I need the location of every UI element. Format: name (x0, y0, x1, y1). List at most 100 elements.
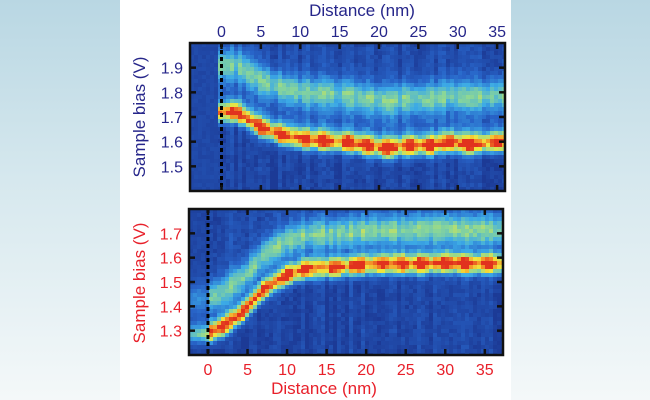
heatmap-cell (470, 159, 474, 163)
heatmap-cell (358, 163, 362, 167)
heatmap-cell (434, 59, 438, 63)
heatmap-cell (289, 313, 293, 317)
heatmap-cell (273, 349, 277, 353)
heatmap-cell (230, 135, 234, 139)
heatmap-cell (318, 123, 322, 127)
heatmap-cell (294, 119, 298, 123)
heatmap-cell (366, 155, 370, 159)
heatmap-cell (382, 147, 386, 151)
heatmap-cell (306, 175, 310, 179)
heatmap-cell (382, 175, 386, 179)
heatmap-cell (290, 179, 294, 183)
heatmap-cell (337, 301, 341, 305)
heatmap-cell (362, 151, 366, 155)
heatmap-cell (398, 99, 402, 103)
heatmap-cell (450, 111, 454, 115)
heatmap-cell (258, 147, 262, 151)
heatmap-cell (389, 345, 393, 349)
heatmap-cell (426, 151, 430, 155)
heatmap-cell (286, 119, 290, 123)
heatmap-cell (262, 155, 266, 159)
heatmap-cell (369, 237, 373, 241)
heatmap-cell (270, 115, 274, 119)
heatmap-cell (458, 131, 462, 135)
heatmap-cell (414, 139, 418, 143)
heatmap-cell (466, 63, 470, 67)
heatmap-cell (354, 75, 358, 79)
heatmap-cell (374, 103, 378, 107)
heatmap-cell (297, 285, 301, 289)
heatmap-cell (502, 131, 505, 135)
heatmap-cell (405, 281, 409, 285)
heatmap-cell (426, 55, 430, 59)
heatmap-cell (297, 329, 301, 333)
heatmap-cell (458, 171, 462, 175)
heatmap-cell (242, 55, 246, 59)
heatmap-cell (374, 63, 378, 67)
heatmap-cell (281, 249, 285, 253)
heatmap-cell (406, 83, 410, 87)
heatmap-cell (370, 71, 374, 75)
heatmap-cell (349, 265, 353, 269)
heatmap-cell (369, 273, 373, 277)
heatmap-cell (405, 253, 409, 257)
heatmap-cell (250, 67, 254, 71)
heatmap-cell (206, 163, 210, 167)
heatmap-cell (286, 55, 290, 59)
heatmap-cell (189, 285, 193, 289)
heatmap-cell (346, 143, 350, 147)
heatmap-cell (406, 155, 410, 159)
heatmap-cell (302, 67, 306, 71)
heatmap-cell (342, 79, 346, 83)
heatmap-cell (274, 155, 278, 159)
heatmap-cell (290, 155, 294, 159)
heatmap-cell (402, 83, 406, 87)
heatmap-cell (398, 139, 402, 143)
heatmap-cell (257, 257, 261, 261)
heatmap-cell (277, 253, 281, 257)
heatmap-cell (270, 99, 274, 103)
heatmap-cell (337, 341, 341, 345)
heatmap-cell (406, 63, 410, 67)
heatmap-cell (370, 187, 374, 191)
heatmap-cell (398, 55, 402, 59)
heatmap-cell (221, 253, 225, 257)
heatmap-cell (385, 261, 389, 265)
heatmap-cell (478, 103, 482, 107)
heatmap-cell (377, 269, 381, 273)
heatmap-cell (353, 249, 357, 253)
heatmap-cell (301, 345, 305, 349)
heatmap-cell (313, 349, 317, 353)
heatmap-cell (358, 179, 362, 183)
heatmap-cell (314, 75, 318, 79)
heatmap-cell (370, 163, 374, 167)
heatmap-cell (222, 107, 226, 111)
heatmap-cell (261, 241, 265, 245)
heatmap-cell (454, 183, 458, 187)
heatmap-cell (438, 103, 442, 107)
heatmap-cell (334, 111, 338, 115)
heatmap-cell (454, 135, 458, 139)
heatmap-cell (426, 59, 430, 63)
heatmap-cell (302, 123, 306, 127)
heatmap-cell (266, 171, 270, 175)
heatmap-cell (234, 115, 238, 119)
heatmap-cell (305, 257, 309, 261)
heatmap-cell (229, 261, 233, 265)
heatmap-cell (462, 155, 466, 159)
heatmap-cell (322, 103, 326, 107)
heatmap-cell (210, 115, 214, 119)
heatmap-cell (438, 151, 442, 155)
heatmap-cell (313, 261, 317, 265)
heatmap-cell (261, 329, 265, 333)
heatmap-cell (466, 59, 470, 63)
heatmap-cell (309, 249, 313, 253)
heatmap-cell (494, 143, 498, 147)
heatmap-cell (246, 75, 250, 79)
heatmap-cell (226, 43, 230, 47)
heatmap-cell (249, 245, 253, 249)
heatmap-cell (273, 337, 277, 341)
heatmap-cell (377, 233, 381, 237)
heatmap-cell (382, 163, 386, 167)
